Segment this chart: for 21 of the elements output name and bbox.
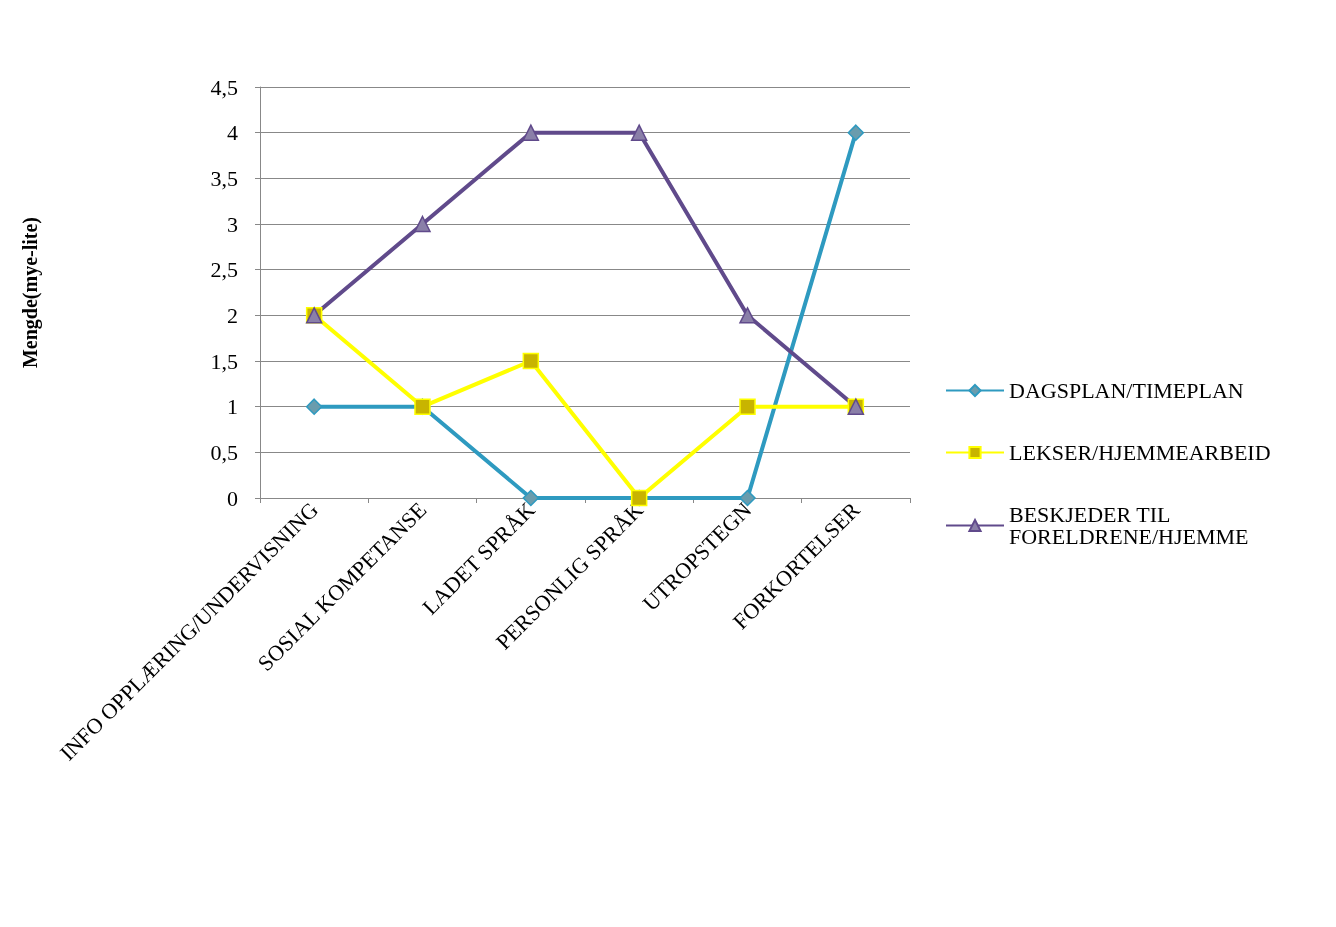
point bbox=[414, 215, 431, 233]
y-tick-label: 1 bbox=[227, 394, 238, 420]
y-tick-label: 4 bbox=[227, 120, 238, 146]
point bbox=[630, 124, 648, 141]
y-tick-label: 2 bbox=[227, 302, 238, 328]
point bbox=[739, 398, 756, 415]
y-axis-title: Mengde(mye-lite) bbox=[19, 216, 42, 369]
point bbox=[739, 307, 756, 324]
y-tick-label: 2,5 bbox=[210, 257, 238, 283]
legend-label: LEKSER/HJEMMEARBEID bbox=[1009, 440, 1271, 465]
point bbox=[522, 352, 540, 370]
y-tick-label: 0,5 bbox=[210, 439, 238, 465]
y-tick-label: 4,5 bbox=[210, 74, 238, 100]
point bbox=[847, 124, 865, 141]
legend-label: DAGSPLAN/TIMEPLAN bbox=[1009, 378, 1244, 403]
y-tick-label: 3,5 bbox=[210, 165, 238, 191]
y-tick-label: 1,5 bbox=[210, 348, 238, 374]
y-tick-label: 3 bbox=[227, 211, 238, 237]
point bbox=[522, 124, 540, 141]
point bbox=[305, 398, 323, 415]
legend-label: BESKJEDER TIL FORELDRENE/HJEMME bbox=[1009, 502, 1249, 549]
